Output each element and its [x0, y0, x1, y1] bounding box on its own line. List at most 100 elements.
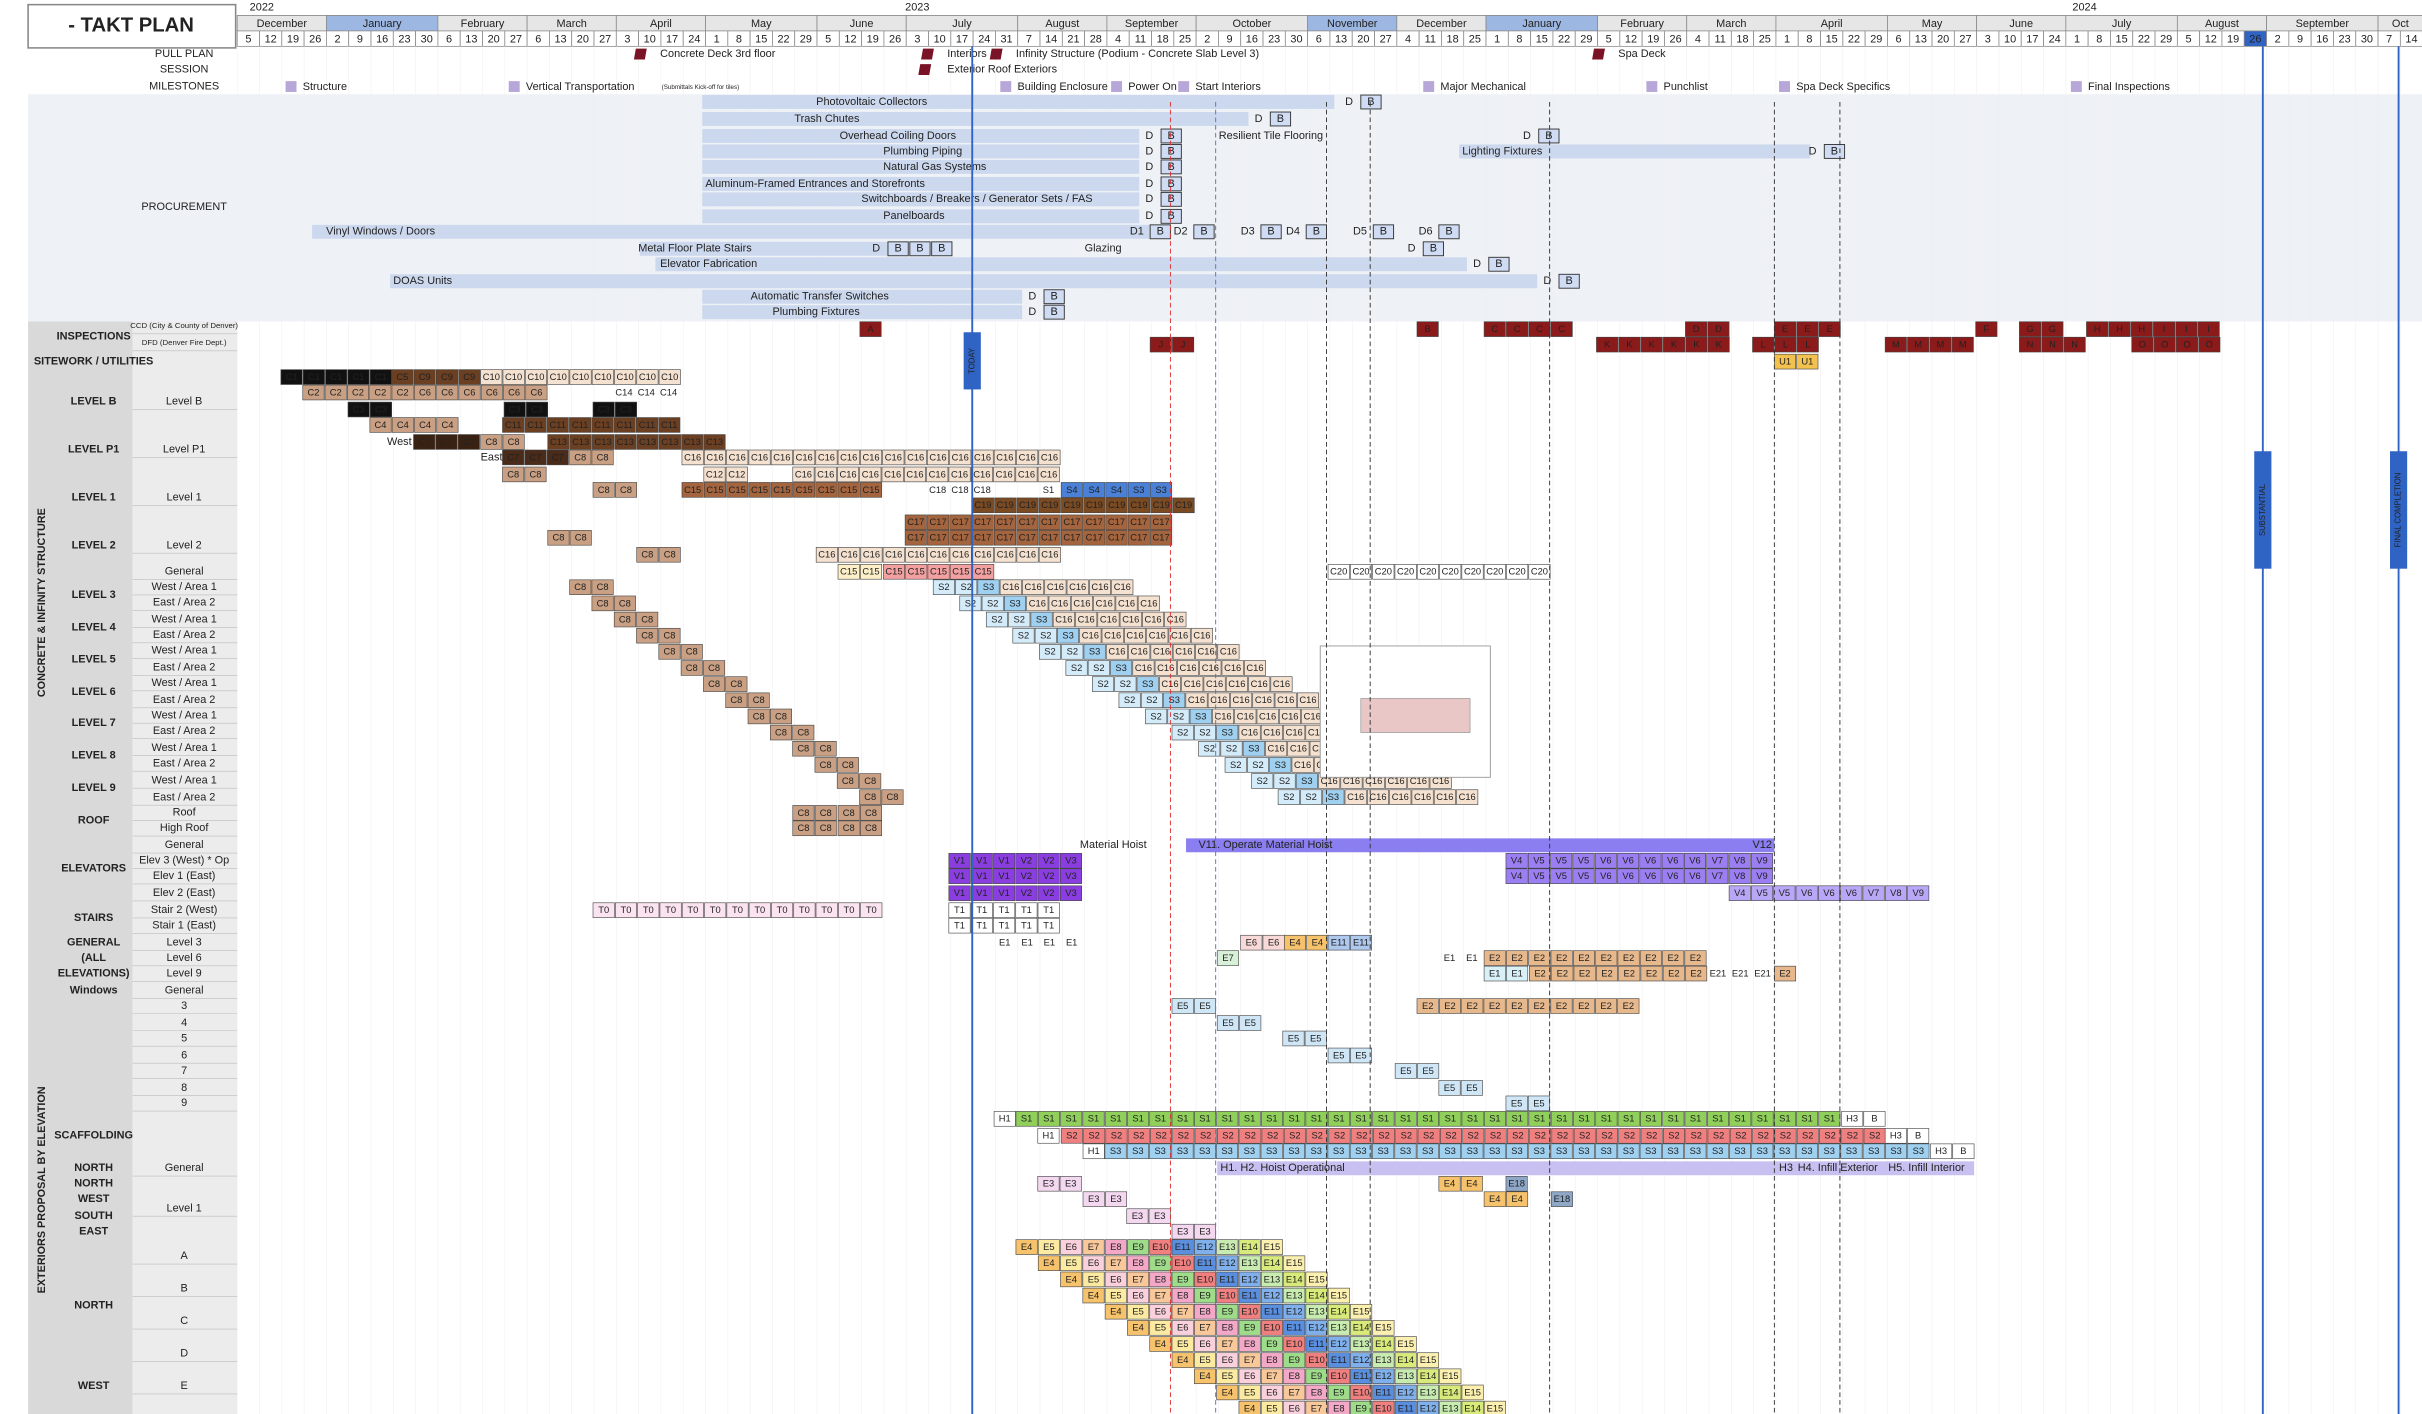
takt-label: E11 — [1353, 1371, 1369, 1381]
takt-label: C16 — [1294, 760, 1311, 770]
takt-cell — [436, 384, 459, 401]
week: 13 — [465, 33, 477, 45]
week: 28 — [1090, 33, 1102, 45]
procurement-item: Natural Gas Systems — [883, 161, 987, 173]
takt-label: C16 — [1069, 582, 1086, 592]
takt-label: V4 — [1734, 888, 1745, 898]
takt-label: E13 — [1353, 1339, 1370, 1349]
takt-label: E3 — [1177, 1227, 1188, 1237]
sub-label: West / Area 1 — [151, 581, 216, 593]
milestone-marker — [285, 81, 297, 92]
takt-cell — [636, 369, 659, 385]
sub-label: West / Area 1 — [151, 644, 216, 656]
takt-label: C8 — [820, 823, 832, 833]
takt-label: V2 — [1021, 888, 1032, 898]
week: 30 — [2361, 33, 2373, 45]
procurement-mark-label: B — [1545, 130, 1552, 142]
takt-label: S2 — [1283, 792, 1294, 802]
takt-cell — [391, 384, 414, 401]
takt-cell — [1350, 1047, 1373, 1064]
milestone: Spa Deck Specifics — [1796, 81, 1891, 93]
takt-label: E2 — [1645, 953, 1656, 963]
takt-cell — [1551, 965, 1574, 982]
takt-cell — [1505, 998, 1528, 1014]
takt-label: C17 — [1041, 533, 1058, 543]
week: 1 — [2074, 33, 2080, 45]
takt-cell — [1661, 868, 1684, 884]
takt-cell — [1238, 1143, 1261, 1160]
takt-label: V1 — [976, 888, 987, 898]
takt-cell — [703, 466, 726, 483]
procurement-mark-label: B — [1267, 226, 1274, 238]
takt-cell — [1283, 1111, 1306, 1127]
takt-label: S3 — [1221, 1146, 1232, 1156]
takt-label: H3 — [1846, 1114, 1858, 1124]
takt-label: C16 — [1019, 452, 1036, 462]
takt-label: C8 — [843, 823, 855, 833]
takt-cell — [860, 820, 883, 837]
takt-label: C20 — [1419, 567, 1436, 577]
section-label: LEVEL 8 — [72, 750, 116, 762]
takt-label: E14 — [1442, 1387, 1459, 1397]
procurement-mark — [1043, 289, 1065, 305]
takt-label: C9 — [441, 372, 453, 382]
takt-cell — [1038, 530, 1061, 546]
takt-label: C8 — [730, 695, 742, 705]
takt-cell — [1572, 853, 1595, 869]
takt-label: E13 — [1331, 1323, 1348, 1333]
takt-label: E8 — [1222, 1323, 1233, 1333]
week: 20 — [1937, 33, 1949, 45]
takt-label: M — [1959, 340, 1967, 350]
takt-label: C16 — [1224, 663, 1241, 673]
group-label: CONCRETE & INFINITY STRUCTURE — [36, 508, 48, 697]
takt-label: S3 — [1275, 760, 1286, 770]
takt-label: S3 — [1868, 1146, 1879, 1156]
takt-label: N — [2071, 340, 2078, 350]
takt-cell — [1070, 595, 1093, 612]
takt-label: C16 — [1202, 663, 1219, 673]
month: May — [751, 18, 772, 30]
section-label: LEVEL 3 — [72, 589, 116, 601]
takt-cell — [1238, 1111, 1261, 1127]
week: 9 — [357, 33, 363, 45]
takt-label: E5 — [1132, 1307, 1143, 1317]
takt-cell — [1061, 497, 1084, 514]
takt-cell — [480, 369, 503, 385]
procurement-item: DOAS Units — [393, 275, 452, 287]
takt-label: T0 — [687, 905, 698, 915]
takt-cell — [970, 868, 993, 884]
procurement-item: Automatic Transfer Switches — [751, 291, 890, 303]
procurement-mark-label: B — [1566, 275, 1573, 287]
takt-label: K — [1716, 340, 1723, 350]
takt-label: C15 — [952, 567, 969, 577]
takt-cell — [792, 466, 815, 483]
takt-cell — [1729, 1128, 1752, 1144]
takt-label: E7 — [1222, 953, 1233, 963]
takt-label: E3 — [1199, 1227, 1210, 1237]
procurement-mark-label: D2 — [1174, 226, 1188, 238]
takt-cell — [748, 902, 771, 918]
pull-item: Interiors — [947, 48, 987, 60]
takt-label: E1 — [1466, 953, 1477, 963]
milestone: Final Inspections — [2088, 81, 2170, 93]
takt-label: E1 — [999, 938, 1010, 948]
week: 20 — [1357, 33, 1369, 45]
takt-label: C16 — [885, 550, 902, 560]
takt-label: E5 — [1355, 1050, 1366, 1060]
takt-label: E12 — [1353, 1355, 1370, 1365]
takt-cell — [1662, 965, 1685, 982]
takt-label: E6 — [1132, 1290, 1143, 1300]
takt-cell — [815, 449, 838, 466]
takt-label: C8 — [842, 776, 854, 786]
takt-label: E9 — [1289, 1355, 1300, 1365]
milestone-flag-label: SUBSTANTIAL — [2258, 483, 2267, 536]
takt-cell — [770, 449, 793, 466]
procurement-mark — [1043, 304, 1065, 320]
takt-cell — [1048, 595, 1071, 612]
takt-label: C5 — [396, 372, 408, 382]
takt-label: C8 — [797, 728, 809, 738]
takt-cell — [1752, 336, 1775, 353]
takt-cell — [414, 417, 437, 433]
takt-label: E7 — [1199, 1323, 1210, 1333]
